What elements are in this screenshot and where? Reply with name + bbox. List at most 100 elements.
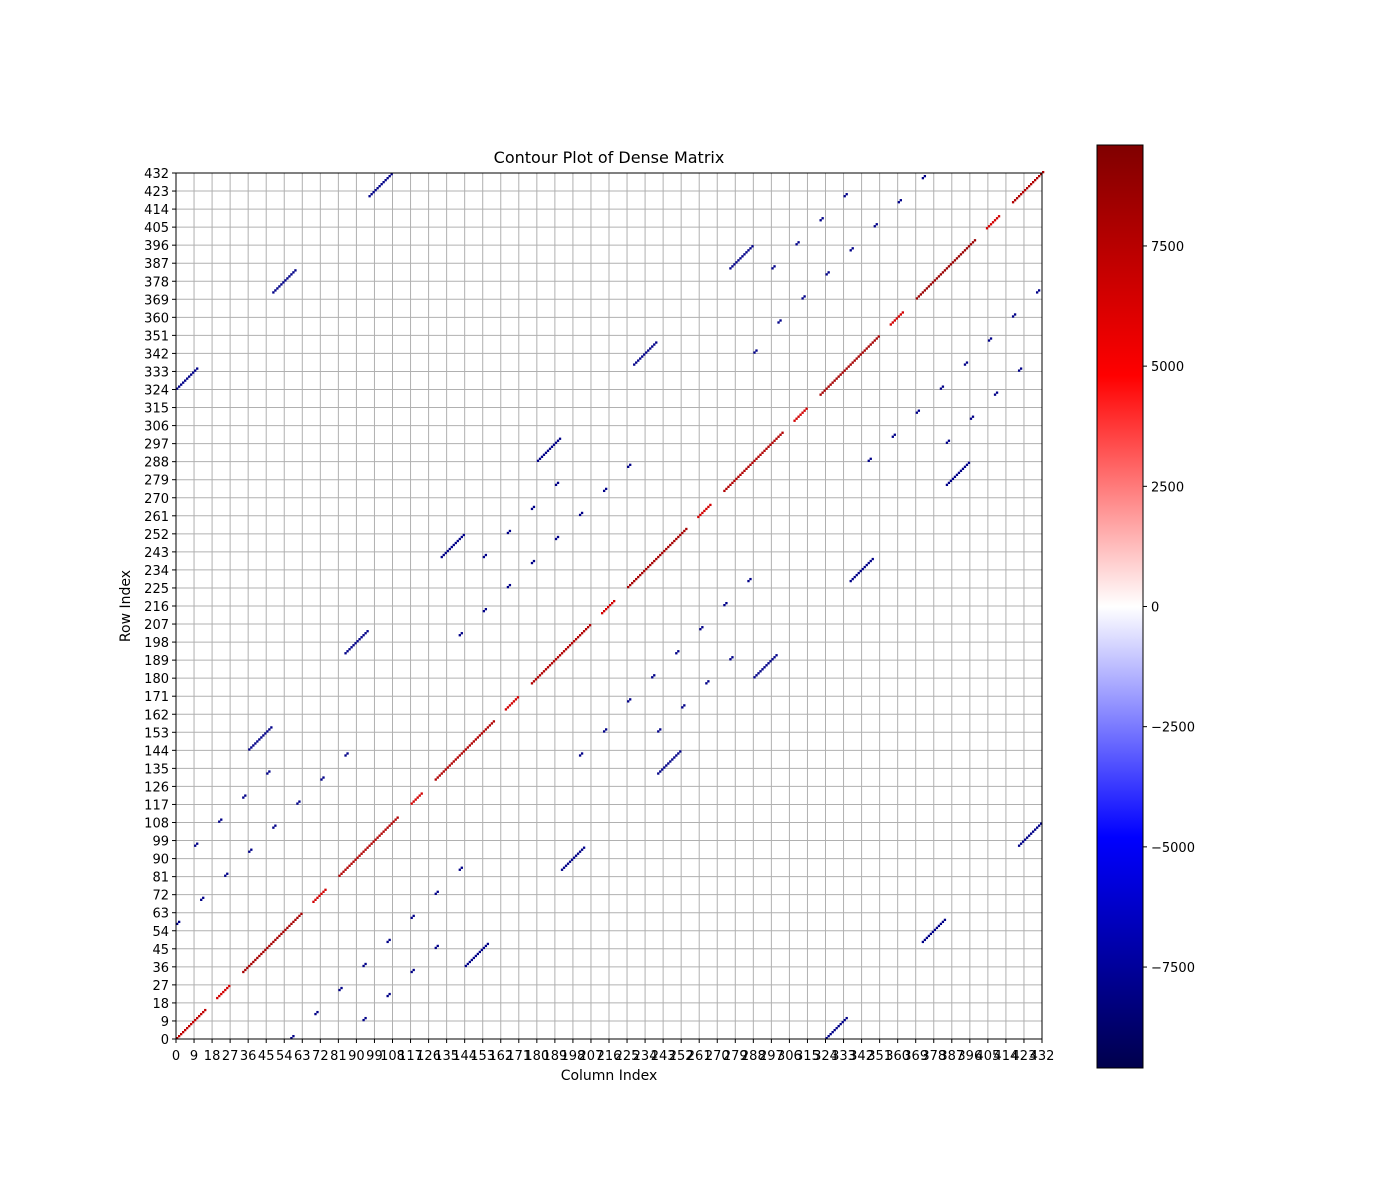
- diagonal-cell: [941, 271, 945, 274]
- diagonal-cell: [356, 856, 359, 859]
- diagonal-cell: [576, 636, 580, 639]
- off-diagonal-cell: [374, 189, 377, 192]
- off-diagonal-cell: [643, 353, 646, 356]
- x-tick-label: 135: [434, 1049, 459, 1064]
- off-diagonal-cell: [705, 682, 708, 685]
- diagonal-cell: [777, 435, 780, 438]
- diagonal-cell: [681, 531, 684, 535]
- off-diagonal-cell: [256, 740, 259, 743]
- diagonal-cell: [250, 962, 253, 966]
- diagonal-cell: [867, 345, 870, 348]
- off-diagonal-cell: [869, 457, 872, 460]
- diagonal-cell: [725, 487, 728, 491]
- off-diagonal-cell: [961, 467, 965, 470]
- diagonal-cell: [556, 656, 560, 659]
- diagonal-cell: [737, 475, 740, 479]
- off-diagonal-cell: [364, 632, 367, 635]
- diagonal-cell: [827, 385, 830, 388]
- diagonal-cell: [374, 838, 377, 841]
- diagonal-cell: [845, 367, 848, 370]
- diagonal-cell: [196, 1016, 199, 1020]
- off-diagonal-cell: [831, 1030, 834, 1034]
- off-diagonal-cell: [651, 676, 654, 679]
- diagonal-cell: [292, 920, 295, 924]
- diagonal-cell: [699, 513, 702, 517]
- off-diagonal-cell: [853, 575, 856, 579]
- diagonal-cell: [460, 752, 463, 755]
- diagonal-cell: [857, 355, 860, 358]
- diagonal-cell: [1035, 177, 1039, 180]
- y-tick-label: 162: [144, 708, 169, 723]
- diagonal-cell: [186, 1026, 189, 1030]
- y-tick-label: 81: [152, 871, 169, 886]
- off-diagonal-cell: [929, 932, 933, 936]
- diagonal-cell: [925, 287, 929, 290]
- off-diagonal-cell: [1035, 826, 1039, 829]
- x-tick-label: 261: [687, 1049, 712, 1064]
- off-diagonal-cell: [460, 866, 463, 869]
- off-diagonal-cell: [388, 938, 391, 942]
- off-diagonal-cell: [412, 914, 415, 918]
- diagonal-cell: [516, 696, 520, 699]
- diagonal-cell: [298, 914, 301, 918]
- off-diagonal-cell: [264, 732, 267, 735]
- diagonal-cell: [542, 670, 546, 673]
- off-diagonal-cell: [556, 439, 560, 442]
- diagonal-cell: [476, 736, 479, 739]
- y-tick-label: 117: [144, 798, 169, 813]
- off-diagonal-cell: [484, 944, 488, 948]
- diagonal-cell: [835, 377, 838, 380]
- diagonal-cell: [661, 551, 664, 555]
- diagonal-cell: [833, 379, 836, 382]
- off-diagonal-cell: [252, 744, 255, 747]
- y-tick-label: 342: [144, 347, 169, 362]
- off-diagonal-cell: [699, 628, 702, 631]
- y-tick-label: 369: [144, 293, 169, 308]
- diagonal-cell: [859, 353, 862, 356]
- off-diagonal-cell: [993, 393, 997, 396]
- diagonal-cell: [488, 724, 492, 727]
- off-diagonal-cell: [951, 477, 955, 481]
- diagonal-cell: [651, 561, 654, 565]
- x-tick-label: 243: [651, 1049, 676, 1064]
- diagonal-cell: [955, 257, 959, 260]
- off-diagonal-cell: [484, 608, 488, 611]
- diagonal-cell: [340, 872, 343, 875]
- diagonal-cell: [743, 469, 746, 472]
- diagonal-cell: [258, 954, 261, 958]
- off-diagonal-cell: [436, 944, 439, 948]
- x-tick-label: 414: [994, 1049, 1019, 1064]
- y-axis-label: Row Index: [118, 570, 134, 642]
- off-diagonal-cell: [450, 545, 453, 549]
- off-diagonal-cell: [749, 577, 752, 581]
- off-diagonal-cell: [969, 417, 973, 420]
- off-diagonal-cell: [556, 481, 560, 485]
- diagonal-cell: [709, 503, 712, 507]
- diagonal-cell: [474, 738, 477, 741]
- x-tick-label: 306: [777, 1049, 802, 1064]
- diagonal-cell: [775, 437, 778, 440]
- off-diagonal-cell: [963, 465, 967, 468]
- off-diagonal-cell: [258, 738, 261, 741]
- y-tick-label: 126: [144, 780, 169, 795]
- diagonal-cell: [849, 363, 852, 366]
- off-diagonal-cell: [346, 752, 349, 755]
- off-diagonal-cell: [200, 898, 203, 901]
- diagonal-cell: [602, 610, 606, 613]
- off-diagonal-cell: [460, 535, 463, 539]
- diagonal-cell: [176, 1036, 179, 1040]
- off-diagonal-cell: [737, 259, 740, 262]
- off-diagonal-cell: [578, 850, 582, 853]
- off-diagonal-cell: [382, 181, 385, 184]
- off-diagonal-cell: [747, 249, 750, 252]
- diagonal-cell: [697, 515, 700, 519]
- x-tick-label: 378: [921, 1049, 946, 1064]
- diagonal-cell: [540, 672, 544, 675]
- x-tick-label: 315: [795, 1049, 820, 1064]
- diagonal-cell: [801, 411, 804, 414]
- x-tick-label: 234: [633, 1049, 658, 1064]
- y-tick-label: 351: [144, 329, 169, 344]
- off-diagonal-cell: [837, 1024, 840, 1028]
- x-tick-label: 198: [561, 1049, 586, 1064]
- x-tick-label: 117: [398, 1049, 423, 1064]
